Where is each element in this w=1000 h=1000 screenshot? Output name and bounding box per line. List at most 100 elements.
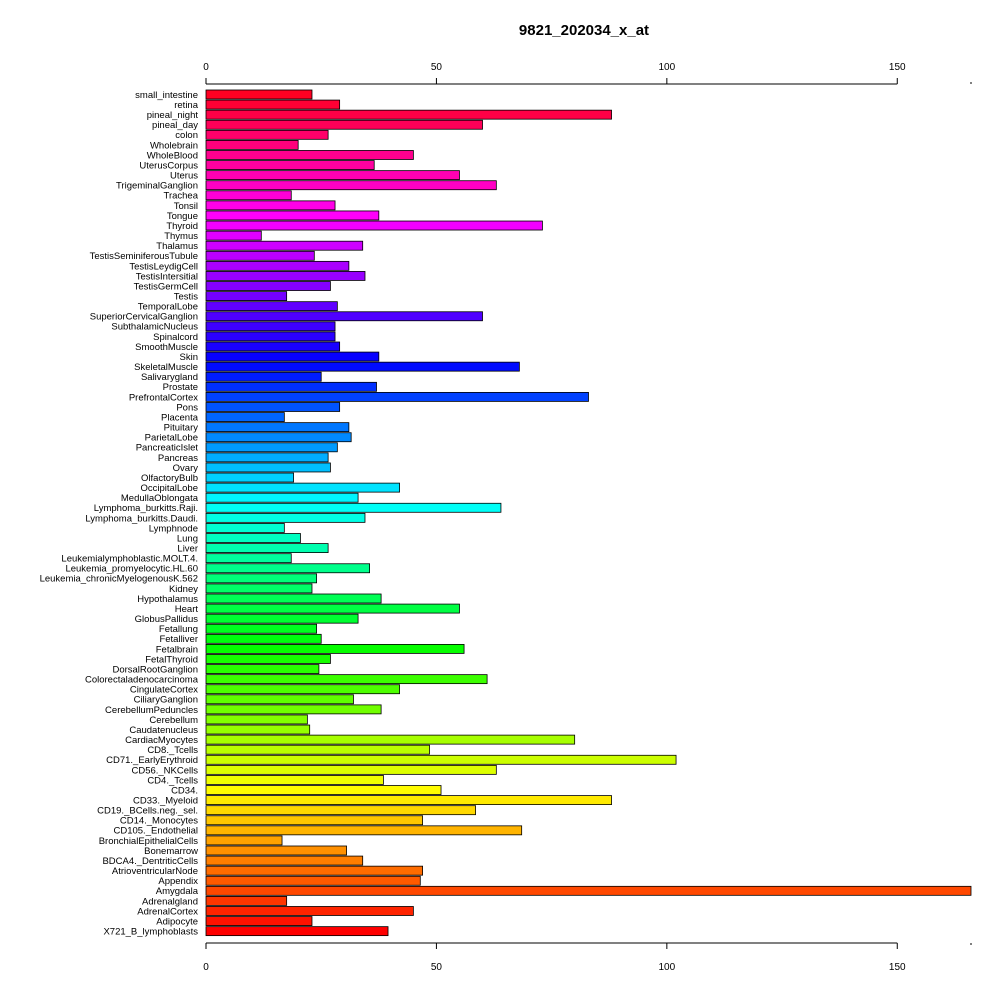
category-label: SubthalamicNucleus <box>111 322 198 333</box>
bar <box>205 412 285 422</box>
category-label: colon <box>175 130 198 141</box>
bar <box>205 633 322 644</box>
bar <box>205 865 424 876</box>
bar <box>205 99 341 110</box>
category-label: AdrenalCortex <box>137 906 198 917</box>
top-tick-label: 100 <box>658 62 675 73</box>
bar <box>205 109 612 120</box>
bar <box>205 321 336 332</box>
bar <box>205 734 576 745</box>
bar <box>205 744 430 755</box>
bar <box>205 563 371 574</box>
bar <box>205 502 502 513</box>
bar <box>205 301 338 312</box>
category-labels: small_intestineretinapineal_nightpineal_… <box>40 90 199 938</box>
category-label: TestisGermCell <box>134 281 198 292</box>
category-label: Prostate <box>163 382 198 393</box>
category-label: Pituitary <box>164 423 199 434</box>
bar <box>205 341 341 352</box>
bar <box>205 331 336 342</box>
category-label: CD56._NKCells <box>131 765 198 776</box>
bar <box>205 906 414 916</box>
category-label: AtrioventricularNode <box>112 866 198 877</box>
bar <box>205 875 421 886</box>
category-label: GlobusPallidus <box>135 614 199 625</box>
bottom-tick-label: 50 <box>431 962 443 973</box>
bar <box>205 785 442 795</box>
category-label: Adipocyte <box>156 916 198 927</box>
category-label: CD4._Tcells <box>147 775 198 786</box>
bar <box>205 129 329 140</box>
category-label: Uterus <box>170 171 198 182</box>
category-label: Hypothalamus <box>137 594 198 605</box>
bar <box>205 230 262 241</box>
bar <box>205 654 331 664</box>
category-label: Tongue <box>167 211 198 222</box>
category-label: Cerebellum <box>149 715 198 726</box>
bar <box>205 170 460 181</box>
bottom-axis: 0 50 100 150 <box>203 942 972 973</box>
category-label: Lymphoma_burkitts.Daudi. <box>85 513 198 524</box>
bar <box>205 240 364 251</box>
bar <box>205 855 364 866</box>
category-label: SkeletalMuscle <box>134 362 198 373</box>
bar <box>205 724 311 735</box>
bar <box>205 553 292 564</box>
bar <box>205 674 488 685</box>
category-label: Pancreas <box>158 453 198 464</box>
bar <box>205 402 341 412</box>
category-label: Thymus <box>164 231 198 242</box>
category-label: Tonsil <box>174 201 198 212</box>
bar <box>205 623 317 634</box>
category-label: Kidney <box>169 584 198 595</box>
category-label: PancreaticIslet <box>136 443 199 454</box>
bar <box>205 523 285 533</box>
category-label: X721_B_lymphoblasts <box>103 927 198 938</box>
category-label: Fetallung <box>159 624 198 635</box>
bar <box>205 573 317 584</box>
bar <box>205 139 299 150</box>
category-label: Salivarygland <box>141 372 198 383</box>
bar <box>205 764 497 775</box>
bar <box>205 432 352 443</box>
bar <box>205 472 294 483</box>
bar <box>205 391 589 402</box>
category-label: Spinalcord <box>153 332 198 343</box>
bar <box>205 422 350 433</box>
bars-group <box>205 89 972 937</box>
bar <box>205 664 320 674</box>
category-label: Appendix <box>158 876 198 887</box>
bar <box>205 291 288 302</box>
bar <box>205 916 313 926</box>
category-label: Bonemarrow <box>144 846 198 857</box>
category-label: Thalamus <box>156 241 198 252</box>
category-label: Ovary <box>173 463 199 474</box>
bar <box>205 825 523 836</box>
bar <box>205 845 347 856</box>
category-label: BDCA4._DentriticCells <box>102 856 198 867</box>
bar <box>205 926 389 937</box>
bar <box>205 482 400 493</box>
bottom-tick-label: 100 <box>658 962 675 973</box>
category-label: PrefrontalCortex <box>129 392 198 403</box>
category-label: Lymphnode <box>149 523 198 534</box>
bar <box>205 150 414 160</box>
category-label: Liver <box>177 544 198 555</box>
category-label: Testis <box>174 292 199 303</box>
category-label: Caudatenucleus <box>129 725 198 736</box>
bar <box>205 462 331 473</box>
top-tick-label: 50 <box>431 62 443 73</box>
category-label: CardiacMyocytes <box>125 735 198 746</box>
category-label: UterusCorpus <box>139 160 198 171</box>
category-label: CD33._Myeloid <box>133 796 198 807</box>
category-label: pineal_night <box>147 110 199 121</box>
category-label: small_intestine <box>135 90 198 101</box>
category-label: TestisIntersitial <box>136 271 198 282</box>
bar <box>205 271 366 281</box>
bar <box>205 704 382 715</box>
category-label: OlfactoryBulb <box>141 473 198 484</box>
category-label: MedullaOblongata <box>121 493 199 504</box>
category-label: CD105._Endothelial <box>113 826 198 837</box>
category-label: SmoothMuscle <box>135 342 198 353</box>
